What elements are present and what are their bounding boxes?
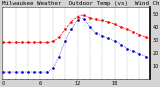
- Text: Milwaukee Weather  Outdoor Temp (vs)  Wind Chill (Last 24 Hours): Milwaukee Weather Outdoor Temp (vs) Wind…: [2, 1, 160, 6]
